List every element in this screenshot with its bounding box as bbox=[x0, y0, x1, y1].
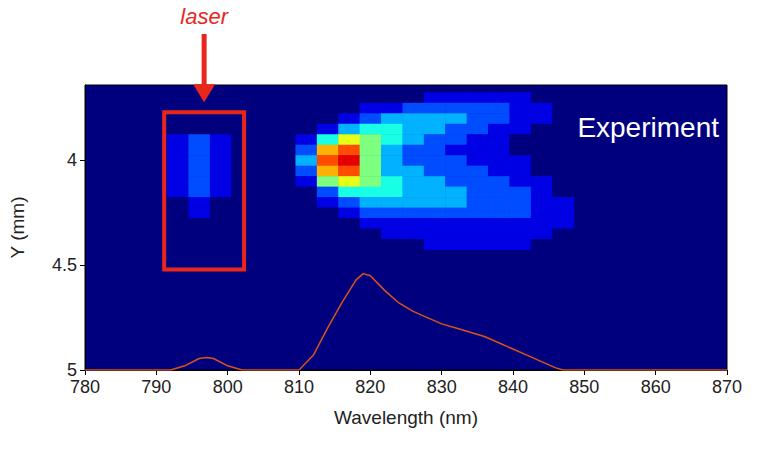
svg-text:5: 5 bbox=[67, 360, 77, 380]
svg-text:4: 4 bbox=[67, 150, 77, 170]
svg-text:850: 850 bbox=[569, 377, 599, 397]
svg-text:800: 800 bbox=[213, 377, 243, 397]
svg-text:830: 830 bbox=[427, 377, 457, 397]
svg-text:840: 840 bbox=[498, 377, 528, 397]
svg-text:4.5: 4.5 bbox=[52, 255, 77, 275]
svg-text:810: 810 bbox=[284, 377, 314, 397]
svg-text:820: 820 bbox=[355, 377, 385, 397]
svg-text:790: 790 bbox=[141, 377, 171, 397]
svg-text:870: 870 bbox=[712, 377, 742, 397]
svg-text:Wavelength (nm): Wavelength (nm) bbox=[334, 407, 478, 428]
svg-text:Y (mm): Y (mm) bbox=[7, 197, 28, 259]
svg-text:780: 780 bbox=[70, 377, 100, 397]
svg-text:laser: laser bbox=[180, 4, 229, 29]
svg-text:860: 860 bbox=[641, 377, 671, 397]
svg-text:Experiment: Experiment bbox=[577, 112, 719, 143]
